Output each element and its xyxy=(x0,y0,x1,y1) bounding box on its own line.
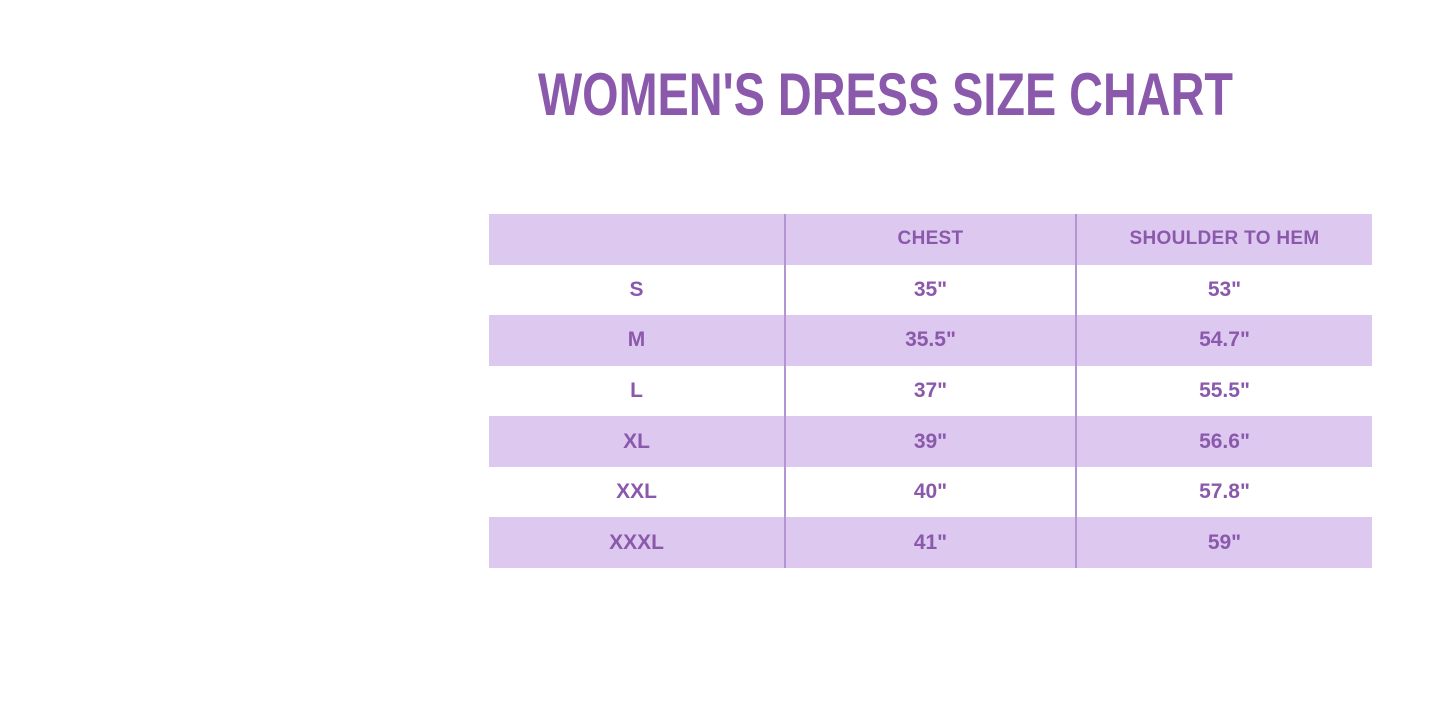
chest-cell: 40" xyxy=(784,466,1077,518)
shoulder-to-hem-cell: 53" xyxy=(1207,277,1242,301)
table-row-xxxl: XXXL 41" 59" xyxy=(489,517,1372,569)
chest-column-header: CHEST xyxy=(784,214,1077,265)
size-cell: S xyxy=(629,277,644,301)
shoulder-to-hem-cell: 57.8" xyxy=(1199,480,1250,504)
chest-cell: 35.5" xyxy=(784,315,1077,366)
chest-cell: 39" xyxy=(784,416,1077,467)
page-title: WOMEN'S DRESS SIZE CHART xyxy=(538,60,1233,128)
size-column-header xyxy=(489,214,784,265)
table-row-s: S 35" 53" xyxy=(489,264,1372,316)
table-row-xxl: XXL 40" 57.8" xyxy=(489,466,1372,518)
chest-cell: 35" xyxy=(784,264,1077,316)
shoulder-to-hem-cell: 56.6" xyxy=(1199,429,1250,453)
table-header-row: CHEST SHOULDER TO HEM xyxy=(489,214,1372,265)
size-chart-table: CHEST SHOULDER TO HEM S 35" 53" M 35.5" … xyxy=(489,214,1372,569)
size-cell: XXXL xyxy=(609,530,664,554)
size-cell: XL xyxy=(623,429,650,453)
size-cell: L xyxy=(630,379,643,403)
size-cell: XXL xyxy=(616,480,657,504)
size-cell: M xyxy=(627,328,646,352)
table-row-xl: XL 39" 56.6" xyxy=(489,416,1372,467)
table-row-m: M 35.5" 54.7" xyxy=(489,315,1372,366)
shoulder-to-hem-cell: 59" xyxy=(1207,530,1242,554)
shoulder-to-hem-column-header: SHOULDER TO HEM xyxy=(1129,228,1320,250)
page-title-text: WOMEN'S DRESS SIZE CHART xyxy=(538,61,1233,128)
table-row-l: L 37" 55.5" xyxy=(489,365,1372,417)
chest-cell: 41" xyxy=(784,517,1077,569)
chest-cell: 37" xyxy=(784,365,1077,417)
shoulder-to-hem-cell: 54.7" xyxy=(1199,328,1250,352)
shoulder-to-hem-cell: 55.5" xyxy=(1199,379,1250,403)
